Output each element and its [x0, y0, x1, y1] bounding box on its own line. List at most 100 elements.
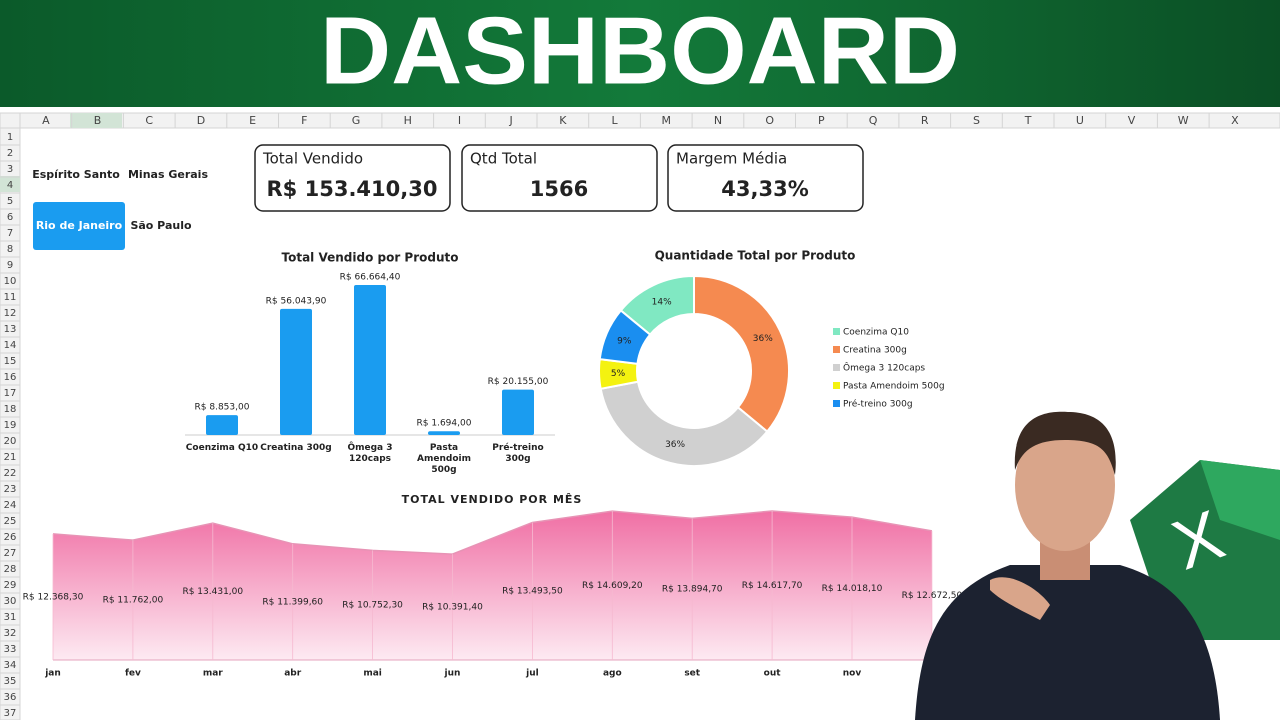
data-label: 36%: [665, 440, 685, 450]
row-number: 13: [4, 324, 17, 335]
legend-swatch: [833, 364, 840, 371]
kpi-value: R$ 153.410,30: [267, 177, 438, 201]
column-letter: D: [197, 114, 205, 127]
bar: [428, 431, 460, 435]
row-number: 32: [4, 628, 17, 639]
row-number: 29: [4, 580, 17, 591]
bar: [354, 285, 386, 435]
row-number: 5: [7, 196, 13, 207]
kpi-label: Margem Média: [676, 150, 787, 168]
row-number: 10: [4, 276, 17, 287]
slicer-button-selected[interactable]: [33, 202, 125, 250]
banner: [0, 0, 1280, 107]
x-tick-label: fev: [125, 669, 141, 679]
row-number: 22: [4, 468, 17, 479]
kpi-card: [667, 144, 864, 212]
data-label: 5%: [611, 369, 626, 379]
x-tick-label: out: [764, 669, 782, 679]
row-number: 2: [7, 148, 13, 159]
column-letter: K: [559, 114, 567, 127]
kpi-value: 43,33%: [721, 177, 808, 201]
row-number: 33: [4, 644, 17, 655]
column-letter: Q: [869, 114, 878, 127]
row-number: 20: [4, 436, 17, 447]
presenter: [915, 411, 1220, 720]
legend-label: Ômega 3 120caps: [843, 362, 925, 374]
row-number: 19: [4, 420, 17, 431]
selected-row: [0, 176, 20, 192]
column-letter: V: [1128, 114, 1136, 127]
slicer-item[interactable]: São Paulo: [130, 219, 192, 232]
column-letter: H: [404, 114, 412, 127]
row-number: 35: [4, 676, 17, 687]
column-letter: W: [1178, 114, 1189, 127]
banner-title: DASHBOARD: [320, 0, 960, 104]
data-label: R$ 66.664,40: [340, 273, 401, 283]
column-letter: O: [765, 114, 774, 127]
row-header: [0, 127, 21, 720]
kpi-card: [461, 144, 658, 212]
row-number: 36: [4, 692, 17, 703]
data-label: R$ 12.368,30: [23, 592, 84, 602]
x-tick-label: ago: [603, 669, 622, 679]
selected-column: [70, 113, 122, 128]
area: [53, 511, 932, 660]
row-number: 17: [4, 388, 17, 399]
data-label: R$ 11.399,60: [262, 597, 323, 607]
column-letter: G: [352, 114, 361, 127]
x-tick-label: mar: [203, 669, 223, 679]
column-letter: J: [509, 114, 513, 127]
data-label: R$ 10.391,40: [422, 603, 483, 613]
row-number: 34: [4, 660, 17, 671]
x-tick-label: jul: [525, 669, 539, 679]
row-number: 7: [7, 228, 13, 239]
row-number: 37: [4, 708, 17, 719]
legend-label: Creatina 300g: [843, 346, 907, 356]
legend-label: Coenzima Q10: [843, 328, 909, 338]
row-number: 26: [4, 532, 17, 543]
data-label: 9%: [617, 336, 632, 346]
column-letter: M: [662, 114, 672, 127]
row-number: 1: [7, 132, 13, 143]
x-tick-label: jan: [44, 669, 61, 679]
column-letter: C: [145, 114, 153, 127]
row-number: 9: [7, 260, 13, 271]
row-number: 11: [4, 292, 17, 303]
row-number: 18: [4, 404, 17, 415]
data-label: R$ 12.672,50: [902, 591, 963, 601]
row-number: 23: [4, 484, 17, 495]
column-letter: P: [818, 114, 825, 127]
data-label: R$ 13.493,50: [502, 587, 563, 597]
x-tick-label: nov: [843, 669, 862, 679]
column-letter: F: [301, 114, 307, 127]
x-tick-label: Pré-treino 300g: [492, 443, 544, 464]
x-tick-label: Ômega 3 120caps: [347, 443, 393, 464]
data-label: R$ 56.043,90: [266, 296, 327, 306]
x-tick-label: mai: [363, 669, 382, 679]
row-number: 21: [4, 452, 17, 463]
column-letter: S: [973, 114, 980, 127]
bar: [502, 389, 534, 435]
slicer-item[interactable]: Minas Gerais: [128, 168, 208, 181]
x-tick-label: jun: [444, 669, 461, 679]
slicer-item[interactable]: Espírito Santo: [32, 168, 120, 181]
column-letter: E: [249, 114, 256, 127]
slicer-item[interactable]: Rio de Janeiro: [36, 219, 123, 232]
data-label: R$ 8.853,00: [195, 403, 250, 413]
column-letter: X: [1231, 114, 1239, 127]
column-letter: L: [611, 114, 618, 127]
row-number: 27: [4, 548, 17, 559]
data-label: R$ 14.609,20: [582, 581, 643, 591]
column-letter: I: [458, 114, 461, 127]
x-tick-label: Pasta Amendoim 500g: [417, 443, 471, 475]
area-line: [52, 510, 933, 555]
row-number: 6: [7, 212, 13, 223]
kpi-value: 1566: [530, 177, 588, 201]
row-number: 4: [7, 180, 13, 191]
donut-slice: [599, 380, 769, 467]
row-number: 31: [4, 612, 17, 623]
data-label: R$ 10.752,30: [342, 601, 403, 611]
row-number: 3: [7, 164, 13, 175]
